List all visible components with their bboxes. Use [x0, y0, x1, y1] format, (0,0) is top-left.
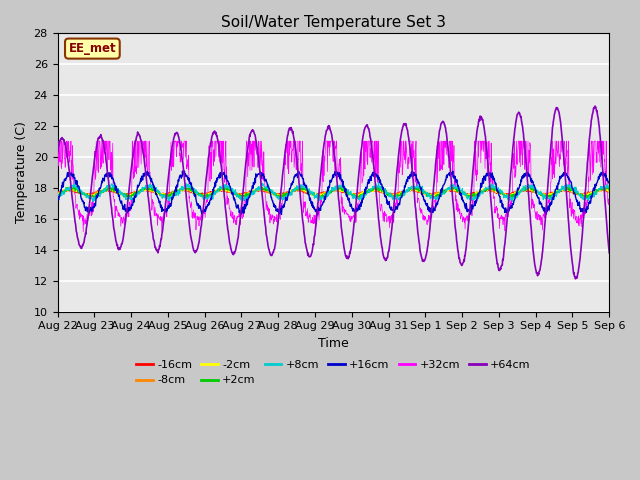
X-axis label: Time: Time [318, 337, 349, 350]
Text: EE_met: EE_met [68, 42, 116, 55]
Y-axis label: Temperature (C): Temperature (C) [15, 121, 28, 223]
Legend: -16cm, -8cm, -2cm, +2cm, +8cm, +16cm, +32cm, +64cm: -16cm, -8cm, -2cm, +2cm, +8cm, +16cm, +3… [132, 355, 535, 390]
Title: Soil/Water Temperature Set 3: Soil/Water Temperature Set 3 [221, 15, 446, 30]
